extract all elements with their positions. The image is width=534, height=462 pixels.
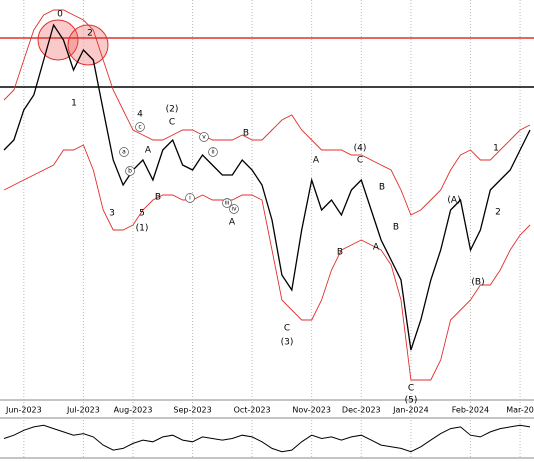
x-tick-label: Dec-2023 [342,406,381,415]
wave-label: (4) [354,144,367,154]
x-tick-label: Jun-2023 [5,406,42,415]
x-tick-label: Sep-2023 [173,406,211,415]
wave-circle [119,147,129,157]
wave-circle [222,198,232,208]
x-tick-label: Feb-2024 [452,406,489,415]
wave-label: (B) [471,278,484,288]
wave-label: (A) [447,196,460,206]
wave-label: C [169,118,175,128]
series-line [3,144,531,381]
wave-label: A [145,146,152,156]
series-line [3,9,531,216]
wave-label: B [393,223,399,233]
wave-circle [135,122,145,132]
x-tick-label: Nov-2023 [292,406,331,415]
wave-label: (1) [136,224,149,234]
wave-label: B [337,248,343,258]
wave-label: i [189,195,191,202]
wave-label: 2 [87,29,93,39]
wave-label: iii [224,200,229,207]
wave-label: 0 [57,10,63,20]
wave-circle [199,132,209,142]
wave-label: A [313,156,320,166]
x-tick-label: Jan-2024 [392,406,429,415]
x-tick-label: Jul-2023 [66,406,100,415]
wave-label: B [379,183,385,193]
wave-circle [125,166,135,176]
wave-label: ii [211,149,215,156]
wave-label: v [202,134,206,141]
wave-label: b [128,168,132,175]
wave-label: c [138,124,141,131]
wave-label: C [357,156,363,166]
wave-label: A [229,218,236,228]
wave-label: B [155,193,161,203]
wave-label: C [408,384,414,394]
wave-label: (2) [166,105,179,115]
x-tick-label: Mar-20 [506,406,534,415]
x-tick-label: Aug-2023 [114,406,153,415]
wave-label: B [243,129,249,139]
wave-label: (3) [281,338,294,348]
highlight-circle [37,19,79,61]
wave-label: (5) [405,396,418,406]
series-line [3,23,531,351]
wave-label: 1 [71,99,77,109]
wave-label: 2 [495,208,501,218]
wave-label: 4 [137,110,143,120]
wave-label: 3 [109,209,115,219]
wave-circle [185,193,195,203]
wave-circle [208,147,218,157]
oscillator-line [3,424,531,453]
wave-label: C [284,324,290,334]
wave-circle [229,204,239,214]
wave-label: 1 [493,144,499,154]
wave-label: 5 [139,209,145,219]
wave-label: A [373,243,380,253]
wave-label: a [122,149,126,156]
x-tick-label: Oct-2023 [234,406,271,415]
wave-label: iv [231,206,237,213]
